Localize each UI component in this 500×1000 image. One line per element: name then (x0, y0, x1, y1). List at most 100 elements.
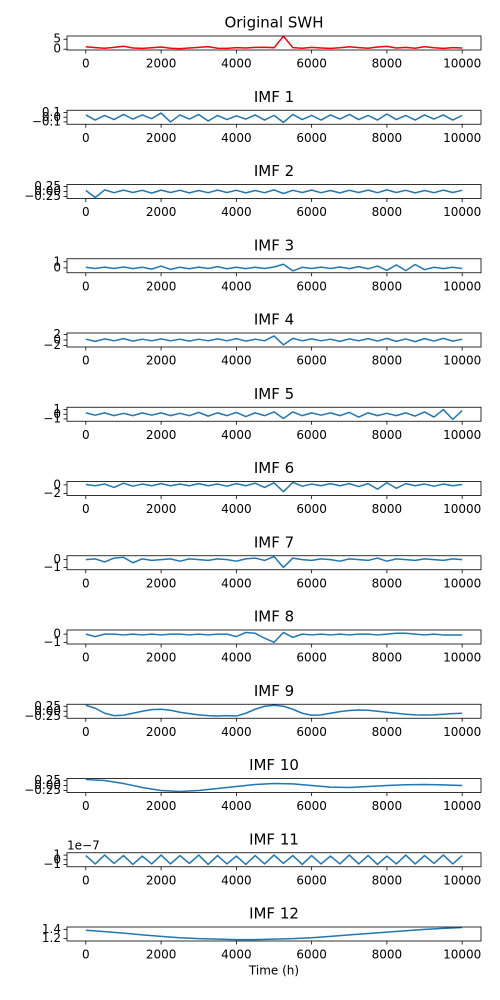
y-tick-label: −1 (43, 411, 61, 425)
y-tick-label: 0 (53, 407, 61, 421)
x-tick-label: 2000 (146, 725, 177, 739)
axes-frame (66, 555, 482, 571)
y-tick-label: 0.25 (34, 699, 61, 713)
x-axis-label: Time (h) (248, 964, 299, 978)
signal-line (85, 408, 463, 421)
x-tick-label: 0 (82, 725, 90, 739)
x-tick-label: 2000 (146, 205, 177, 219)
x-tick-label: 6000 (296, 576, 327, 590)
y-tick-label: 0 (53, 852, 61, 866)
x-tick-label: 4000 (221, 651, 252, 665)
x-tick-label: 10000 (443, 205, 481, 219)
x-tick-label: 2000 (146, 354, 177, 368)
signal-line (85, 263, 463, 272)
x-tick-label: 8000 (372, 576, 403, 590)
x-tick-label: 0 (82, 502, 90, 516)
y-tick-label: 1 (53, 402, 61, 416)
subplot-title: IMF 4 (254, 311, 294, 329)
signal-line (85, 631, 463, 644)
x-tick-label: 6000 (296, 131, 327, 145)
x-tick-label: 0 (82, 651, 90, 665)
x-tick-label: 4000 (221, 428, 252, 442)
x-tick-label: 6000 (296, 354, 327, 368)
x-tick-label: 2000 (146, 57, 177, 71)
x-tick-label: 8000 (372, 131, 403, 145)
y-tick-label: −0.25 (24, 783, 61, 797)
subplot-title: Original SWH (224, 14, 323, 32)
x-tick-label: 6000 (296, 57, 327, 71)
y-tick-label: 2 (53, 327, 61, 341)
x-tick-label: 10000 (443, 873, 481, 887)
subplot-title: IMF 2 (254, 162, 294, 180)
y-tick-label: −0.25 (24, 189, 61, 203)
x-tick-label: 4000 (221, 57, 252, 71)
x-tick-label: 0 (82, 428, 90, 442)
x-tick-label: 8000 (372, 651, 403, 665)
x-tick-label: 6000 (296, 873, 327, 887)
signal-line (85, 704, 463, 717)
x-tick-label: 2000 (146, 873, 177, 887)
y-tick-label: 0 (53, 260, 61, 274)
x-tick-label: 6000 (296, 948, 327, 962)
signal-line (85, 481, 463, 493)
x-tick-label: 8000 (372, 205, 403, 219)
subplot-title: IMF 9 (254, 682, 294, 700)
y-tick-label: 0.25 (34, 773, 61, 787)
y-tick-label: −0.1 (32, 114, 61, 128)
axes-frame (66, 926, 482, 942)
x-tick-label: 2000 (146, 799, 177, 813)
x-tick-label: 10000 (443, 131, 481, 145)
x-tick-label: 4000 (221, 948, 252, 962)
x-tick-label: 8000 (372, 428, 403, 442)
x-tick-label: 8000 (372, 354, 403, 368)
x-tick-label: 6000 (296, 799, 327, 813)
y-tick-label: 0.00 (34, 704, 61, 718)
x-tick-label: 4000 (221, 354, 252, 368)
signal-line (85, 189, 463, 199)
axes-frame (66, 481, 482, 496)
subplot-title: IMF 11 (249, 830, 299, 848)
y-tick-label: 0 (53, 42, 61, 56)
x-tick-label: 10000 (443, 948, 481, 962)
x-tick-label: 2000 (146, 502, 177, 516)
signal-line (85, 854, 463, 866)
x-tick-label: 10000 (443, 279, 481, 293)
x-tick-label: 8000 (372, 279, 403, 293)
x-tick-label: 4000 (221, 725, 252, 739)
y-tick-label: 0.00 (34, 778, 61, 792)
x-tick-label: 8000 (372, 57, 403, 71)
x-tick-label: 10000 (443, 428, 481, 442)
subplot-title: IMF 12 (249, 905, 299, 923)
x-tick-label: 6000 (296, 428, 327, 442)
y-tick-label: −1 (43, 857, 61, 871)
y-tick-label: 0.00 (34, 184, 61, 198)
x-tick-label: 0 (82, 354, 90, 368)
signal-line (85, 555, 463, 569)
x-tick-label: 4000 (221, 799, 252, 813)
x-tick-label: 10000 (443, 502, 481, 516)
x-tick-label: 4000 (221, 873, 252, 887)
x-tick-label: 10000 (443, 799, 481, 813)
x-tick-label: 10000 (443, 57, 481, 71)
subplot-title: IMF 1 (254, 88, 294, 106)
y-tick-label: −2 (43, 486, 61, 500)
subplot-title: IMF 5 (254, 385, 294, 403)
y-tick-label: −2 (43, 338, 61, 352)
x-tick-label: 6000 (296, 279, 327, 293)
y-tick-label: −1 (43, 560, 61, 574)
y-tick-label: 0 (53, 627, 61, 641)
x-tick-label: 0 (82, 131, 90, 145)
y-tick-label: 0 (53, 477, 61, 491)
subplot-title: IMF 8 (254, 608, 294, 626)
x-tick-label: 4000 (221, 279, 252, 293)
subplot-title: IMF 6 (254, 459, 294, 477)
x-tick-label: 0 (82, 873, 90, 887)
subplot-title: IMF 7 (254, 533, 294, 551)
x-tick-label: 6000 (296, 725, 327, 739)
y-tick-label: 1.2 (42, 931, 61, 945)
y-tick-label: −1 (43, 635, 61, 649)
y-tick-label: 1.4 (42, 922, 61, 936)
y-tick-label: 0 (53, 552, 61, 566)
x-tick-label: 0 (82, 279, 90, 293)
